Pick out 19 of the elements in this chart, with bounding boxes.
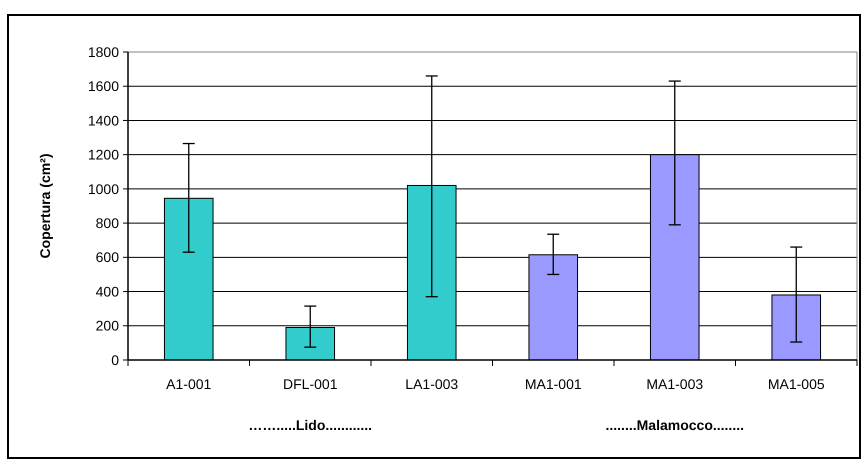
y-tick-label: 1600 xyxy=(88,78,120,94)
y-tick-label: 200 xyxy=(96,318,120,334)
y-axis-title: Copertura (cm²) xyxy=(37,153,53,259)
y-tick-label: 1800 xyxy=(88,44,120,60)
text: …….....Lido............ xyxy=(248,417,372,433)
text: ........Malamocco........ xyxy=(606,417,744,433)
y-tick-label: 600 xyxy=(96,249,120,266)
x-tick-label: MA1-003 xyxy=(646,376,704,392)
x-tick-label: DFL-001 xyxy=(283,376,338,392)
y-tick-label: 1400 xyxy=(88,112,120,128)
y-tick-label: 400 xyxy=(96,283,120,300)
y-tick-label: 0 xyxy=(111,352,120,368)
x-tick-label: A1-001 xyxy=(166,376,212,392)
y-tick-label: 1000 xyxy=(88,180,120,197)
y-tick-label: 800 xyxy=(96,215,120,232)
y-tick-label: 1200 xyxy=(88,146,120,163)
x-tick-label: MA1-001 xyxy=(524,376,582,392)
x-tick-label: LA1-003 xyxy=(405,376,458,392)
x-tick-label: MA1-005 xyxy=(768,376,825,392)
